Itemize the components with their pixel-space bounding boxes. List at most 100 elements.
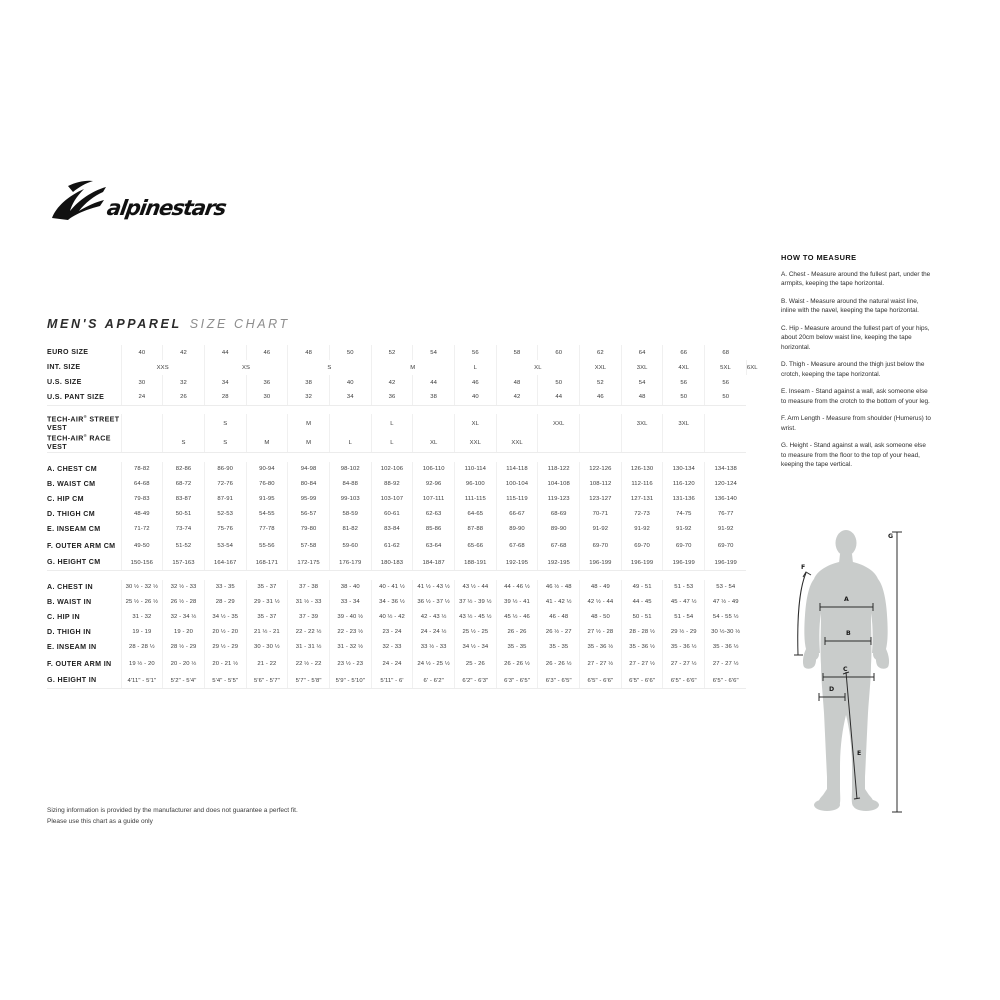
figure-label-e: E — [857, 750, 861, 757]
table-row-outer-arm-cm: F. OUTER ARM CM 49-50 51-52 53-54 55-56 … — [47, 536, 747, 556]
cell: 28 - 28 ½ — [620, 624, 663, 640]
cell: M — [245, 433, 288, 454]
cell: 72-73 — [620, 506, 663, 522]
cell: XXL — [495, 433, 538, 454]
cell: 32 — [162, 375, 205, 390]
cell: 41 - 42 ½ — [537, 594, 580, 610]
cell: 23 ½ - 23 — [328, 654, 372, 674]
cell: 21 ½ - 21 — [245, 624, 288, 640]
cell: XXL — [454, 433, 497, 454]
cell: 28 - 29 — [203, 594, 247, 610]
cell: 20 - 20 ½ — [162, 654, 205, 674]
cell: 40 — [328, 375, 372, 390]
cell: 176-179 — [328, 555, 372, 572]
cell: 81-82 — [328, 521, 372, 537]
cell: 32 - 33 — [370, 639, 413, 655]
cell: 56-57 — [287, 506, 330, 522]
cell: XXL — [537, 414, 580, 434]
cell: 64-68 — [120, 476, 163, 492]
cell: 50 — [704, 390, 747, 406]
cell — [245, 414, 288, 434]
cell — [162, 414, 205, 434]
page-title-main: MEN'S APPAREL — [47, 317, 182, 331]
cell — [412, 414, 455, 434]
cell: 27 ½ - 28 — [579, 624, 622, 640]
cell: 82-86 — [162, 461, 205, 477]
row-label-us-size: U.S. SIZE — [47, 378, 82, 387]
cell: 87-91 — [203, 491, 247, 507]
footer-line-1: Sizing information is provided by the ma… — [47, 807, 298, 814]
cell: 46 — [579, 390, 622, 406]
cell: 76-77 — [704, 506, 747, 522]
cell: 3XL — [620, 360, 663, 375]
row-label-inseam-cm: E. INSEAM CM — [47, 524, 101, 533]
row-label-int-size: INT. SIZE — [47, 363, 81, 372]
cell: 26 ½ - 28 — [162, 594, 205, 610]
cell: 48 - 49 — [579, 579, 622, 595]
cell: 33 ½ - 33 — [412, 639, 455, 655]
cell: 83-84 — [370, 521, 413, 537]
row-label-street-vest-text: TECH-AIR — [47, 415, 84, 424]
cell: 5'11" - 6' — [370, 673, 413, 690]
cell: 54 — [620, 375, 663, 390]
cell: 31 ½ - 33 — [287, 594, 330, 610]
cell: 73-74 — [162, 521, 205, 537]
cell: 30 ½-30 ½ — [704, 624, 747, 640]
cell: 131-136 — [662, 491, 705, 507]
row-label-waist-cm: B. WAIST CM — [47, 479, 96, 488]
cell: 45 ½ - 46 — [495, 609, 538, 625]
cell: 42 — [370, 375, 413, 390]
cell: 48 — [620, 390, 663, 406]
registered-icon: ® — [83, 433, 88, 439]
cell: 19 - 19 — [120, 624, 163, 640]
cell: XXL — [579, 360, 622, 375]
cell — [120, 414, 163, 434]
cell: 48 — [495, 375, 538, 390]
cell: 22 - 22 ½ — [287, 624, 330, 640]
cell: 196-199 — [662, 555, 705, 572]
cell: 122-126 — [579, 461, 622, 477]
cell: 32 ½ - 33 — [162, 579, 205, 595]
table-row-waist-cm: B. WAIST CM 64-68 68-72 72-76 76-80 80-8… — [47, 476, 747, 492]
cell: 28 - 28 ½ — [120, 639, 163, 655]
cell: L — [370, 433, 413, 454]
cell: 110-114 — [454, 461, 497, 477]
cell: 25 ½ - 26 ½ — [120, 594, 163, 610]
alpinestars-logo: alpinestars — [46, 178, 236, 224]
table-row-us-pant-size: U.S. PANT SIZE 24 26 28 30 32 34 36 38 4… — [47, 390, 747, 406]
table-row-inseam-in: E. INSEAM IN 28 - 28 ½ 28 ½ - 29 29 ½ - … — [47, 639, 747, 655]
cell: 35 - 36 ½ — [620, 639, 663, 655]
cell: 34 — [203, 375, 247, 390]
cell — [579, 414, 622, 434]
figure-label-f: F — [801, 564, 805, 571]
cell: 68-72 — [162, 476, 205, 492]
cell: 51 - 54 — [662, 609, 705, 625]
row-label-waist-in: B. WAIST IN — [47, 597, 92, 606]
cell: 48-49 — [120, 506, 163, 522]
cell: XL — [412, 433, 455, 454]
cell: 43 ½ - 44 — [454, 579, 497, 595]
cell: 5'2" - 5'4" — [162, 673, 205, 690]
row-label-race-vest-suffix: RACE VEST — [47, 434, 111, 452]
cell: 53-54 — [203, 536, 247, 556]
table-row-height-in: G. HEIGHT IN 4'11" - 5'1" 5'2" - 5'4" 5'… — [47, 673, 747, 690]
cell: 39 - 40 ½ — [328, 609, 372, 625]
cell: 64 — [620, 345, 663, 360]
cell: 69-70 — [620, 536, 663, 556]
cell: 5XL — [704, 360, 747, 375]
cell: 31 - 31 ½ — [287, 639, 330, 655]
cell: 90-94 — [245, 461, 288, 477]
table-row-int-size: INT. SIZE XXS XS S M L XL XXL 3XL 4XL 5X… — [47, 360, 758, 375]
cell: 118-122 — [537, 461, 580, 477]
cell: 67-68 — [537, 536, 580, 556]
cell: 29 ½ - 29 — [203, 639, 247, 655]
row-label-chest-cm: A. CHEST CM — [47, 464, 97, 473]
cell: 35 - 36 ½ — [579, 639, 622, 655]
cell: 4'11" - 5'1" — [120, 673, 163, 690]
cell: 21 - 22 — [245, 654, 288, 674]
cell: 91-92 — [579, 521, 622, 537]
cell: S — [203, 433, 247, 454]
footer-disclaimer: Sizing information is provided by the ma… — [47, 806, 467, 827]
cell: 34 — [328, 390, 372, 406]
cell: 58-59 — [328, 506, 372, 522]
